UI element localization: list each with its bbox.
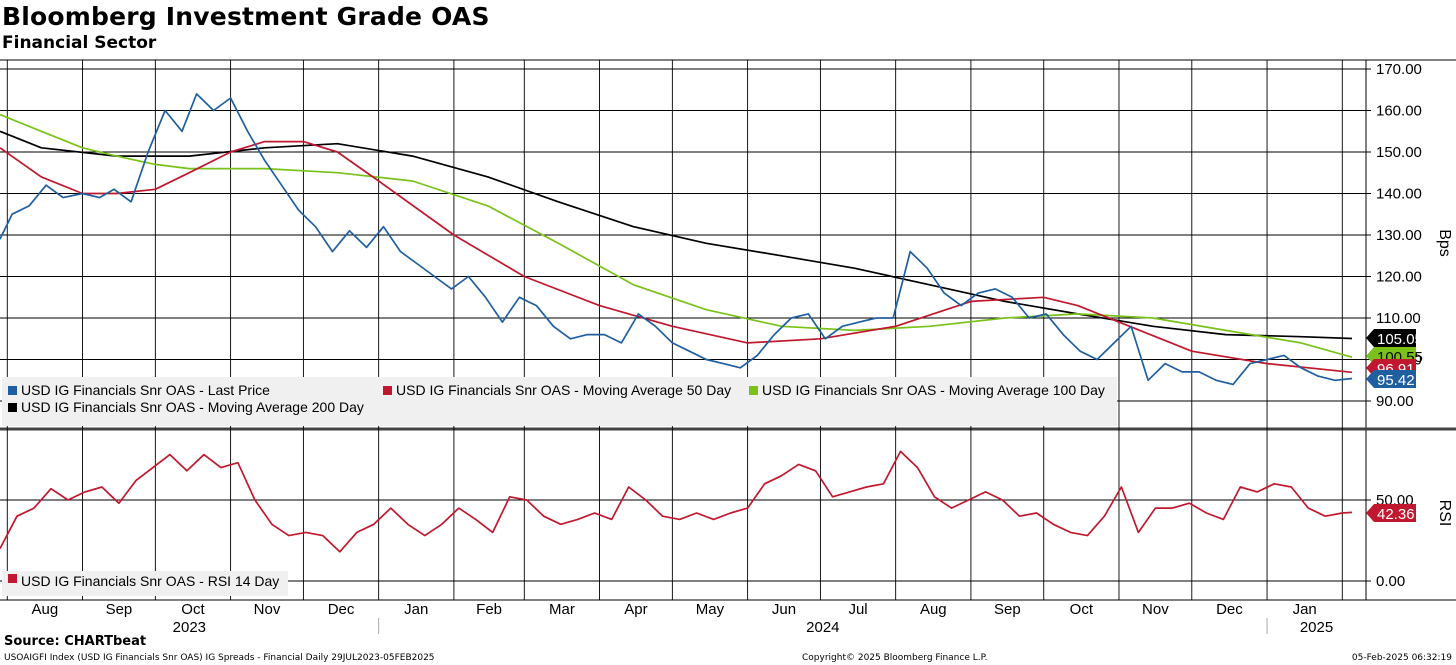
rsi-line xyxy=(0,450,1353,553)
source-note: Source: CHARTbeat xyxy=(4,634,147,649)
y-tick-label: 120.00 xyxy=(1376,269,1422,286)
y-tick-label: 160.00 xyxy=(1376,103,1422,120)
legend-label: USD IG Financials Snr OAS - Moving Avera… xyxy=(21,399,364,415)
legend-swatch xyxy=(8,403,17,412)
x-tick-label: Jan xyxy=(1293,601,1317,618)
x-tick-label: Jan xyxy=(404,601,428,618)
x-tick-label: Feb xyxy=(476,601,502,618)
x-tick-label: Nov xyxy=(254,601,281,618)
x-year-label: 2024 xyxy=(806,619,839,636)
legend-bg xyxy=(2,377,1117,426)
x-tick-label: Jul xyxy=(848,601,867,618)
last-value-label: 95.42 xyxy=(1377,372,1415,389)
series-line-1 xyxy=(0,140,1353,374)
x-tick-label: Mar xyxy=(549,601,575,618)
y-tick-label: 170.00 xyxy=(1376,61,1422,78)
y-tick-label: 110.00 xyxy=(1376,310,1421,327)
legend-label: USD IG Financials Snr OAS - RSI 14 Day xyxy=(21,573,279,589)
x-tick-label: Apr xyxy=(624,601,647,618)
x-tick-label: Oct xyxy=(181,601,205,618)
series-line-3 xyxy=(0,130,1353,340)
x-year-label: 2023 xyxy=(173,619,206,636)
x-tick-label: Dec xyxy=(1216,601,1243,618)
y-tick-label: 130.00 xyxy=(1376,227,1422,244)
y-tick-label: 150.00 xyxy=(1376,144,1422,161)
x-tick-label: Oct xyxy=(1070,601,1094,618)
x-tick-label: Sep xyxy=(994,601,1021,618)
last-value-label: 105.05 xyxy=(1377,331,1423,348)
x-tick-label: Aug xyxy=(920,601,947,618)
legend: USD IG Financials Snr OAS - Last Price US… xyxy=(2,377,1117,426)
y-tick-label: 90.00 xyxy=(1376,393,1414,410)
copyright-note: Copyright© 2025 Bloomberg Finance L.P. xyxy=(802,653,988,663)
x-year-label: 2025 xyxy=(1300,619,1333,636)
x-tick-label: May xyxy=(696,601,725,618)
series-line-0 xyxy=(0,93,1353,386)
last-value-tag-bg xyxy=(1366,370,1416,388)
rsi-last-value-tag: 42.36 xyxy=(1366,504,1416,523)
last-value-label: 42.36 xyxy=(1377,506,1415,523)
rsi-y-tick-label: 0.00 xyxy=(1376,573,1405,590)
x-tick-label: Nov xyxy=(1142,601,1169,618)
legend-label: USD IG Financials Snr OAS - Moving Avera… xyxy=(396,382,731,398)
timestamp-note: 05-Feb-2025 06:32:19 xyxy=(1351,653,1452,663)
y-axis-title: Bps xyxy=(1436,229,1453,257)
chart-title: Bloomberg Investment Grade OAS xyxy=(2,2,490,31)
series-line-2 xyxy=(0,113,1353,359)
legend-label: USD IG Financials Snr OAS - Last Price xyxy=(21,382,270,398)
legend-label: USD IG Financials Snr OAS - Moving Avera… xyxy=(762,382,1105,398)
index-note: USOAIGFI Index (USD IG Financials Snr OA… xyxy=(4,653,435,663)
y-tick-label: 140.00 xyxy=(1376,186,1422,203)
last-value-tag-bg xyxy=(1366,329,1416,347)
x-tick-label: Jun xyxy=(772,601,796,618)
rsi-legend: USD IG Financials Snr OAS - RSI 14 Day xyxy=(2,571,288,596)
x-tick-label: Dec xyxy=(328,601,355,618)
rsi-axis-title: RSI xyxy=(1436,500,1453,527)
legend-swatch xyxy=(8,386,17,395)
legend-bg xyxy=(2,571,288,596)
x-tick-label: Aug xyxy=(32,601,59,618)
last-value-tag: 95.42 xyxy=(1366,370,1416,389)
last-value-tag: 105.05 xyxy=(1366,329,1423,348)
x-tick-label: Sep xyxy=(106,601,133,618)
last-value-tag-bg xyxy=(1366,504,1416,522)
legend-swatch xyxy=(8,574,17,583)
chart-subtitle: Financial Sector xyxy=(2,33,157,53)
legend-swatch xyxy=(749,386,758,395)
legend-swatch xyxy=(383,386,392,395)
